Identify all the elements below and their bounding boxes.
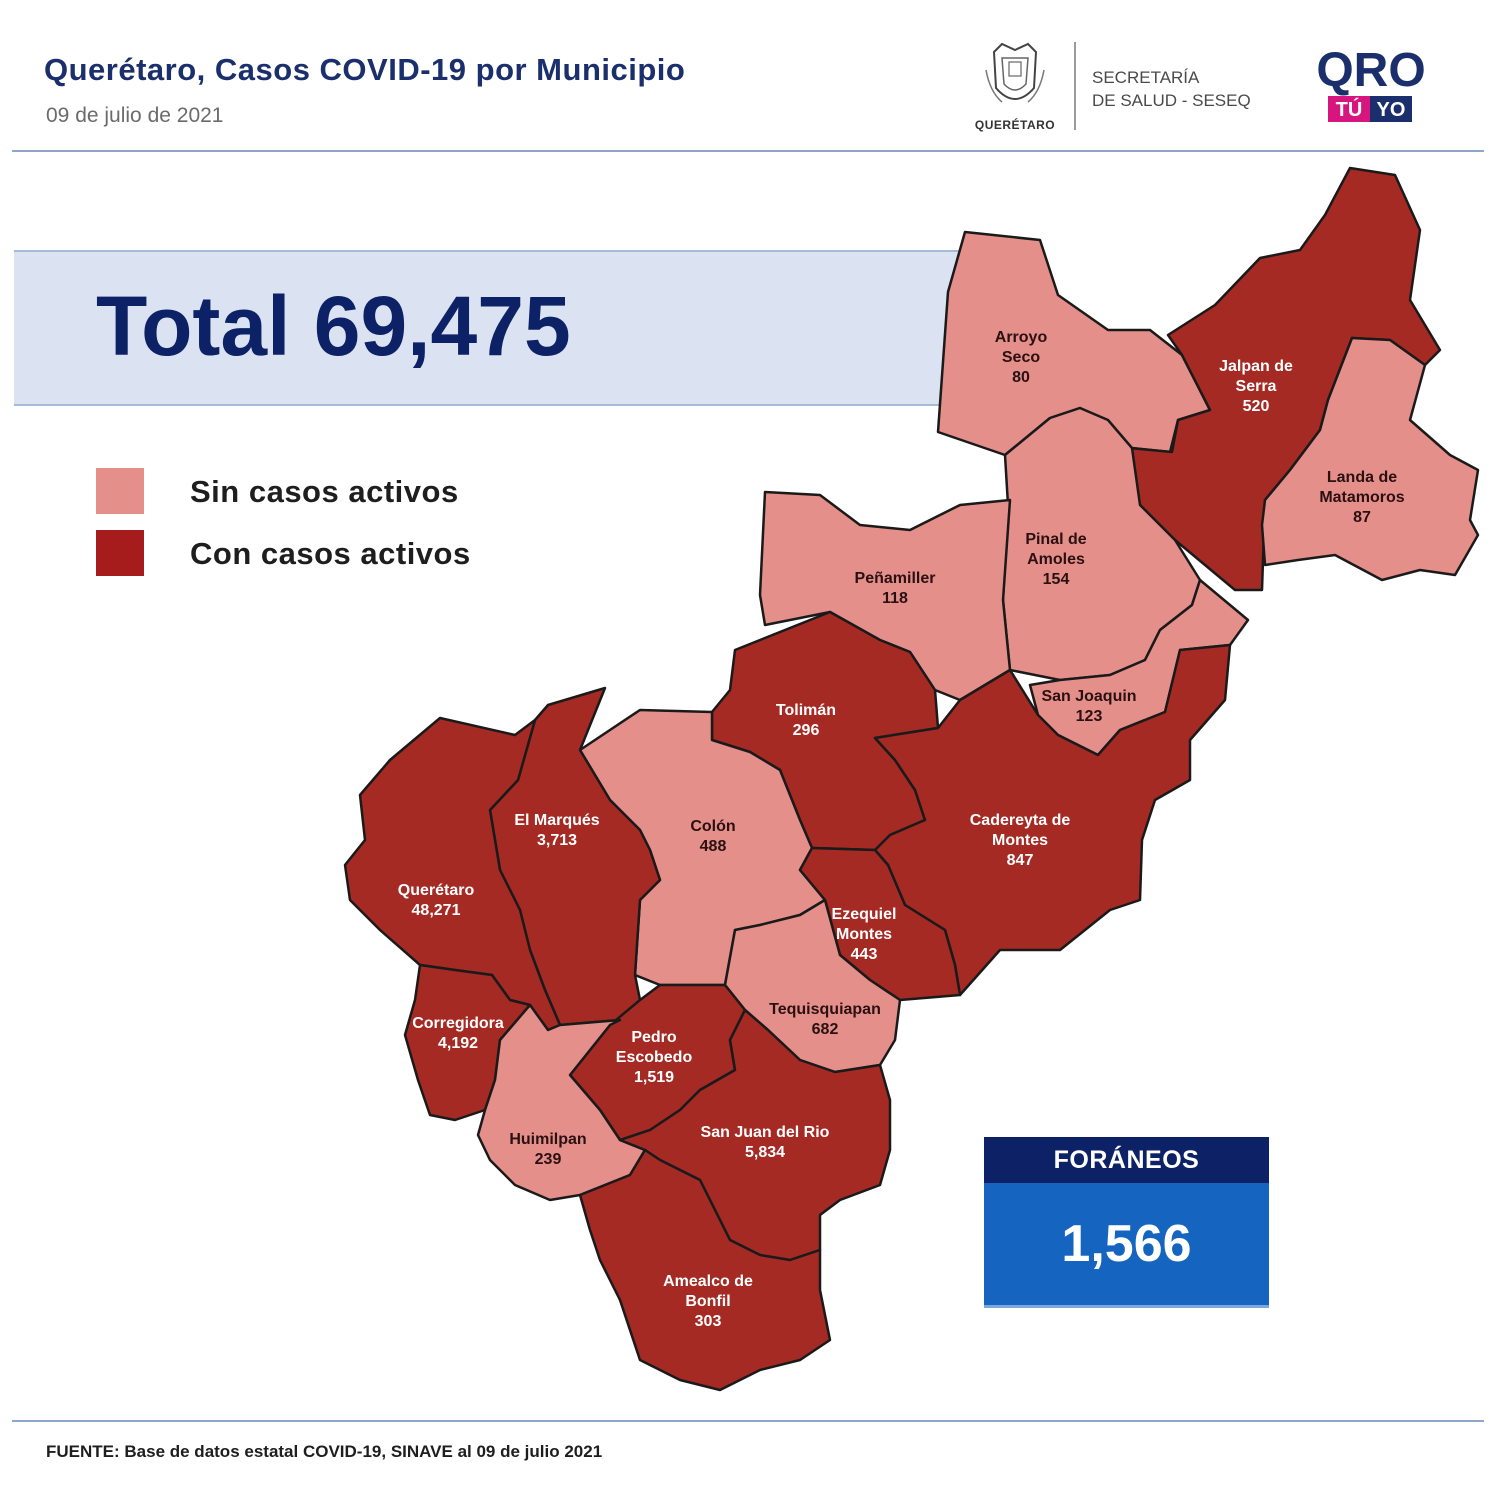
secretaria-line-2: DE SALUD - SESEQ — [1092, 91, 1251, 110]
page-title: Querétaro, Casos COVID-19 por Municipio — [44, 52, 686, 87]
municipio-name: Escobedo — [616, 1049, 693, 1066]
municipio-region-landa-de-matamoros — [1260, 336, 1480, 582]
qro-tu-yo-logo: QRO TÚ YO — [1316, 44, 1426, 122]
municipio-name: Bonfil — [685, 1293, 730, 1310]
qro-logo-text: QRO — [1316, 44, 1425, 97]
municipio-label-pinal-de-amoles: Pinal de Amoles 154 — [1025, 531, 1086, 588]
municipio-cases: 303 — [695, 1313, 722, 1330]
municipio-label-el-marques: El Marqués 3,713 — [514, 812, 599, 849]
yo-logo-text: YO — [1377, 99, 1406, 121]
source-note: FUENTE: Base de datos estatal COVID-19, … — [46, 1442, 603, 1461]
municipio-name: Serra — [1236, 378, 1277, 395]
tu-badge-bg — [1328, 96, 1370, 122]
municipio-label-colon: Colón 488 — [690, 818, 735, 855]
report-date: 09 de julio de 2021 — [46, 104, 224, 127]
municipio-name: Landa de — [1327, 469, 1397, 486]
municipio-name: Pedro — [631, 1029, 677, 1046]
municipio-name: Querétaro — [398, 882, 475, 899]
municipio-cases: 118 — [882, 590, 908, 607]
municipio-label-ezequiel-montes: Ezequiel Montes 443 — [832, 906, 897, 963]
municipio-name: Pinal de — [1025, 531, 1086, 548]
municipio-label-landa-de-matamoros: Landa de Matamoros 87 — [1319, 469, 1404, 526]
municipio-label-san-joaquin: San Joaquin 123 — [1041, 688, 1136, 725]
municipio-name: Tequisquiapan — [769, 1001, 881, 1018]
total-band — [14, 250, 974, 406]
municipio-label-jalpan-de-serra: Jalpan de Serra 520 — [1219, 358, 1293, 415]
foraneos-value: 1,566 — [984, 1183, 1269, 1308]
legend-label-con-casos: Con casos activos — [190, 536, 471, 571]
municipio-name: Peñamiller — [855, 570, 936, 587]
municipio-name: Cadereyta de — [970, 812, 1071, 829]
municipio-name: San Joaquin — [1041, 688, 1136, 705]
municipio-cases: 48,271 — [412, 902, 461, 919]
municipio-name: Montes — [992, 832, 1048, 849]
municipio-region-cadereyta-de-montes — [873, 643, 1232, 997]
light-red-square-icon — [96, 468, 144, 514]
municipio-region-jalpan-de-serra — [1128, 166, 1442, 592]
municipio-name: Colón — [690, 818, 735, 835]
municipio-label-san-juan-del-rio: San Juan del Rio 5,834 — [701, 1124, 830, 1161]
yo-badge-bg — [1370, 96, 1412, 122]
tu-logo-text: TÚ — [1336, 97, 1363, 121]
municipio-cases: 682 — [812, 1021, 839, 1038]
legend-label-sin-casos: Sin casos activos — [190, 474, 459, 509]
municipio-name: Arroyo — [995, 329, 1048, 346]
total-cases: Total 69,475 — [96, 279, 571, 373]
municipio-label-queretaro: Querétaro 48,271 — [398, 882, 475, 919]
municipio-cases: 1,519 — [634, 1069, 674, 1086]
secretaria-line-1: SECRETARÍA — [1092, 68, 1200, 87]
municipio-cases: 443 — [851, 946, 878, 963]
secretaria-de-salud-label: SECRETARÍA DE SALUD - SESEQ — [1092, 66, 1251, 112]
municipio-name: El Marqués — [514, 812, 599, 829]
state-name: QUERÉTARO — [974, 118, 1056, 132]
municipio-name: Seco — [1002, 349, 1040, 366]
municipio-name: Montes — [836, 926, 892, 943]
municipio-label-toliman: Tolimán 296 — [776, 702, 836, 739]
municipio-cases: 847 — [1007, 852, 1034, 869]
municipio-cases: 4,192 — [438, 1035, 478, 1052]
footer-rule — [12, 1420, 1484, 1422]
municipio-label-arroyo-seco: Arroyo Seco 80 — [995, 329, 1048, 386]
municipio-name: Tolimán — [776, 702, 836, 719]
municipio-name: Corregidora — [412, 1015, 504, 1032]
municipio-name: Matamoros — [1319, 489, 1404, 506]
municipio-cases: 239 — [535, 1151, 562, 1168]
municipio-cases: 296 — [793, 722, 820, 739]
municipio-cases: 3,713 — [537, 832, 577, 849]
municipio-cases: 520 — [1243, 398, 1270, 415]
municipio-label-corregidora: Corregidora 4,192 — [412, 1015, 504, 1052]
header-rule — [12, 150, 1484, 152]
municipio-cases: 154 — [1043, 571, 1070, 588]
municipio-cases: 488 — [700, 838, 727, 855]
queretaro-state-logo: QUERÉTARO — [972, 40, 1058, 132]
header-divider — [1074, 42, 1076, 130]
municipio-name: Jalpan de — [1219, 358, 1293, 375]
municipio-label-penamiller: Peñamiller 118 — [855, 570, 936, 607]
municipio-cases: 5,834 — [745, 1144, 785, 1161]
municipio-label-cadereyta-de-montes: Cadereyta de Montes 847 — [970, 812, 1071, 869]
municipio-name: San Juan del Rio — [701, 1124, 830, 1141]
municipio-label-tequisquiapan: Tequisquiapan 682 — [769, 1001, 881, 1038]
foraneos-label: FORÁNEOS — [984, 1137, 1269, 1183]
dark-red-square-icon — [96, 530, 144, 576]
municipio-name: Huimilpan — [509, 1131, 586, 1148]
municipio-cases: 80 — [1012, 369, 1030, 386]
municipio-cases: 123 — [1076, 708, 1103, 725]
municipio-region-amealco-de-bonfil — [578, 1148, 832, 1392]
municipio-name: Amoles — [1027, 551, 1085, 568]
municipio-label-huimilpan: Huimilpan 239 — [509, 1131, 586, 1168]
municipio-name: Amealco de — [663, 1273, 753, 1290]
municipio-label-amealco-de-bonfil: Amealco de Bonfil 303 — [663, 1273, 753, 1330]
municipio-name: Ezequiel — [832, 906, 897, 923]
municipio-cases: 87 — [1353, 509, 1371, 526]
municipio-label-pedro-escobedo: Pedro Escobedo 1,519 — [616, 1029, 693, 1086]
state-seal-icon — [985, 42, 1045, 103]
